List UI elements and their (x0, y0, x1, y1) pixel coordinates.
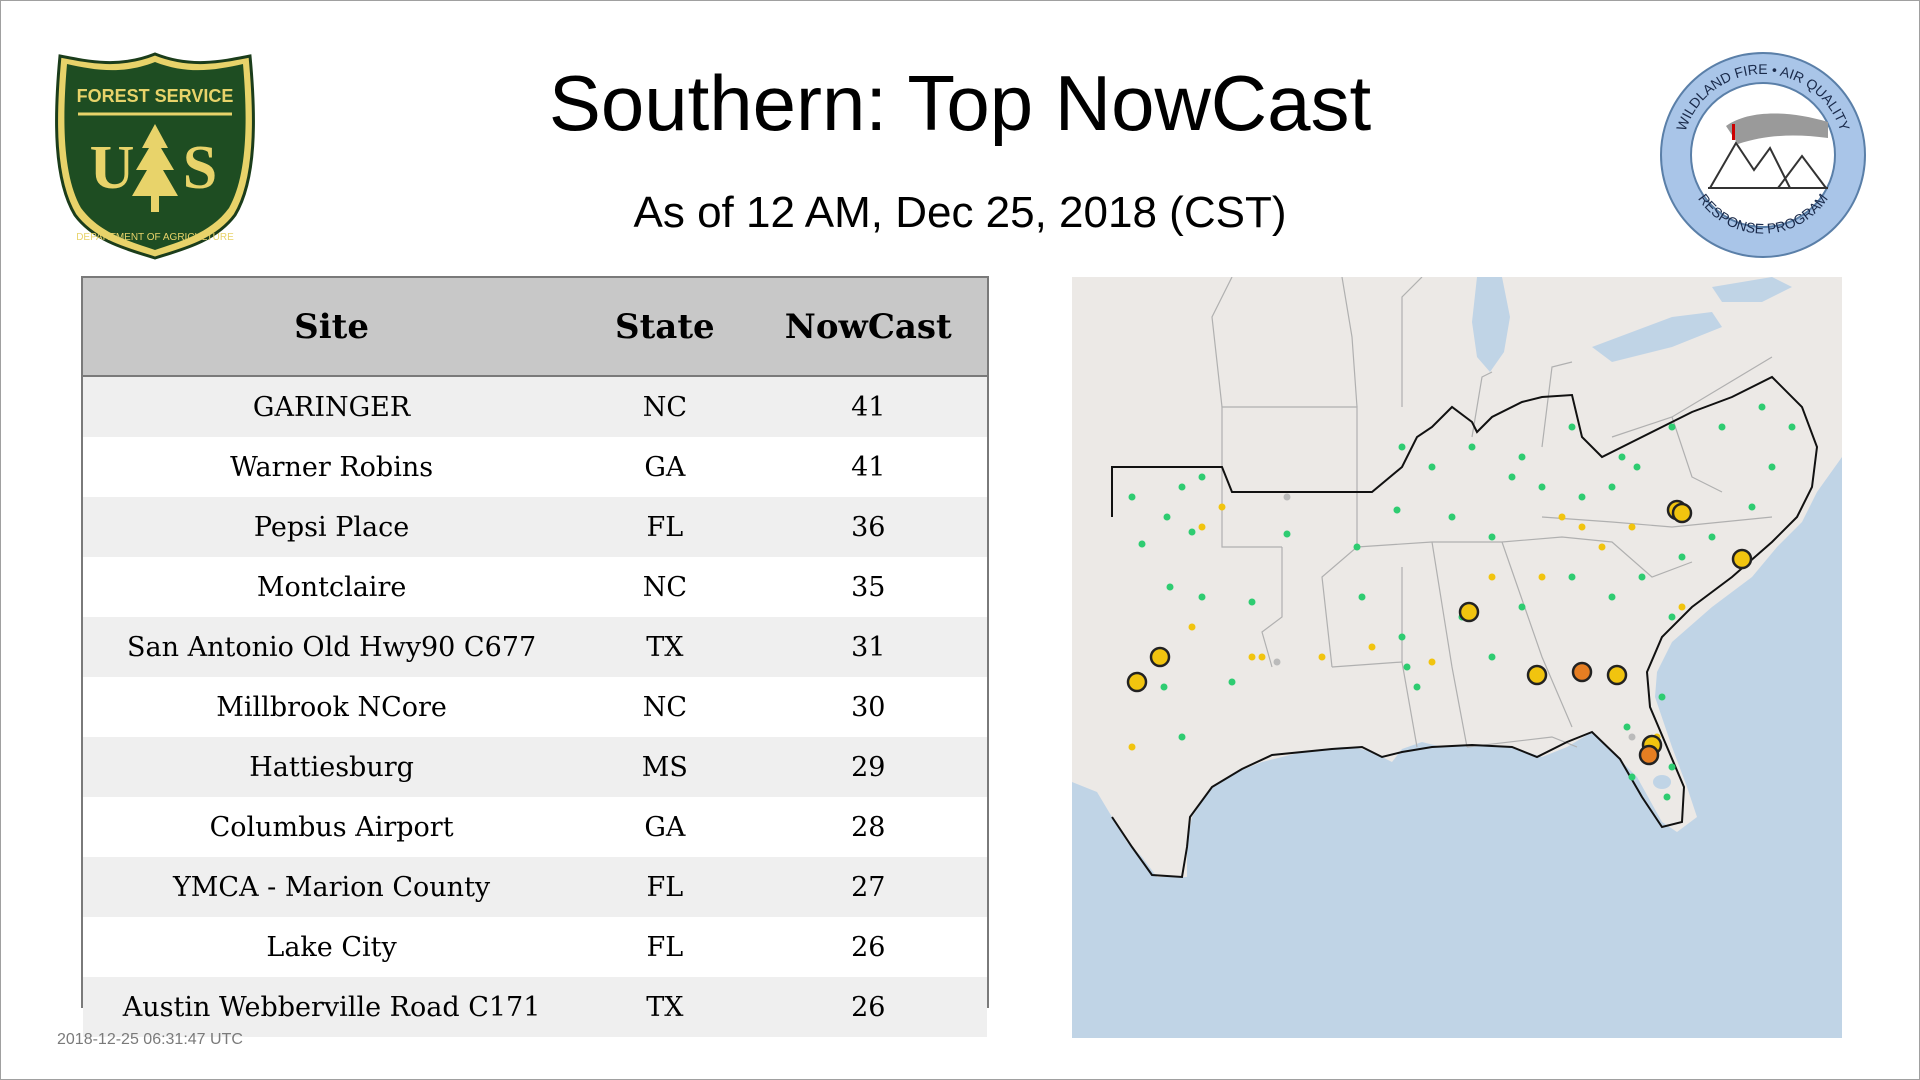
site-cell: Columbus Airport (83, 797, 581, 857)
state-cell: NC (580, 376, 750, 437)
generated-timestamp: 2018-12-25 06:31:47 UTC (57, 1031, 243, 1048)
wildland-fire-air-quality-logo: WILDLAND FIRE • AIR QUALITY RESPONSE PRO… (1660, 52, 1866, 258)
top-site-markers (1126, 499, 1753, 766)
site-cell: YMCA - Marion County (83, 857, 581, 917)
nowcast-cell: 28 (749, 797, 987, 857)
site-cell: Hattiesburg (83, 737, 581, 797)
table-row: GARINGER NC 41 (83, 376, 987, 437)
nowcast-table: Site State NowCast GARINGER NC 41 Warner R… (81, 276, 989, 1037)
map-land (1072, 277, 1842, 877)
state-cell: FL (580, 917, 750, 977)
great-lake-ontario (1712, 277, 1792, 302)
site-cell: San Antonio Old Hwy90 C677 (83, 617, 581, 677)
table-row: Lake City FL 26 (83, 917, 987, 977)
region-air-quality-map (1072, 277, 1842, 1038)
table-row: Millbrook NCore NC 30 (83, 677, 987, 737)
southern-region-outline (1111, 375, 1819, 879)
usfs-shield-logo: FOREST SERVICE U S DEPARTMENT OF AGRICUL… (55, 52, 255, 260)
site-cell: Lake City (83, 917, 581, 977)
table-row: Austin Webberville Road C171 TX 26 (83, 977, 987, 1037)
nowcast-cell: 41 (749, 437, 987, 497)
column-header-state: State (580, 278, 750, 377)
table-row: Pepsi Place FL 36 (83, 497, 987, 557)
site-cell: Austin Webberville Road C171 (83, 977, 581, 1037)
nowcast-cell: 35 (749, 557, 987, 617)
state-cell: NC (580, 677, 750, 737)
great-lake-michigan (1472, 277, 1510, 372)
site-cell: Warner Robins (83, 437, 581, 497)
nowcast-cell: 31 (749, 617, 987, 677)
nowcast-cell: 29 (749, 737, 987, 797)
nowcast-cell: 26 (749, 977, 987, 1037)
state-cell: GA (580, 437, 750, 497)
state-cell: GA (580, 797, 750, 857)
column-header-site: Site (83, 278, 581, 377)
nowcast-cell: 26 (749, 917, 987, 977)
state-cell: FL (580, 497, 750, 557)
svg-text:U: U (90, 134, 135, 202)
table-row: YMCA - Marion County FL 27 (83, 857, 987, 917)
great-lake-erie (1592, 312, 1722, 362)
state-cell: FL (580, 857, 750, 917)
nowcast-cell: 41 (749, 376, 987, 437)
column-header-nowcast: NowCast (749, 278, 987, 377)
state-cell: TX (580, 977, 750, 1037)
nowcast-cell: 27 (749, 857, 987, 917)
nowcast-cell: 36 (749, 497, 987, 557)
nowcast-cell: 30 (749, 677, 987, 737)
page-title: Southern: Top NowCast (548, 59, 1372, 147)
table-row: Warner Robins GA 41 (83, 437, 987, 497)
site-cell: Pepsi Place (83, 497, 581, 557)
usfs-bottom-text: DEPARTMENT OF AGRICULTURE (76, 232, 234, 243)
state-cell: MS (580, 737, 750, 797)
table-row: Hattiesburg MS 29 (83, 737, 987, 797)
site-cell: Montclaire (83, 557, 581, 617)
svg-text:S: S (183, 134, 217, 202)
table-row: San Antonio Old Hwy90 C677 TX 31 (83, 617, 987, 677)
site-cell: Millbrook NCore (83, 677, 581, 737)
table-header-row: Site State NowCast (83, 278, 987, 377)
usfs-top-text: FOREST SERVICE (77, 86, 234, 106)
monitor-points (1128, 403, 1796, 801)
table-row: Montclaire NC 35 (83, 557, 987, 617)
table-row: Columbus Airport GA 28 (83, 797, 987, 857)
site-cell: GARINGER (83, 376, 581, 437)
page-subtitle: As of 12 AM, Dec 25, 2018 (CST) (633, 188, 1287, 237)
lake-okeechobee (1653, 775, 1671, 789)
pine-tree-icon (132, 124, 178, 212)
state-cell: NC (580, 557, 750, 617)
state-cell: TX (580, 617, 750, 677)
